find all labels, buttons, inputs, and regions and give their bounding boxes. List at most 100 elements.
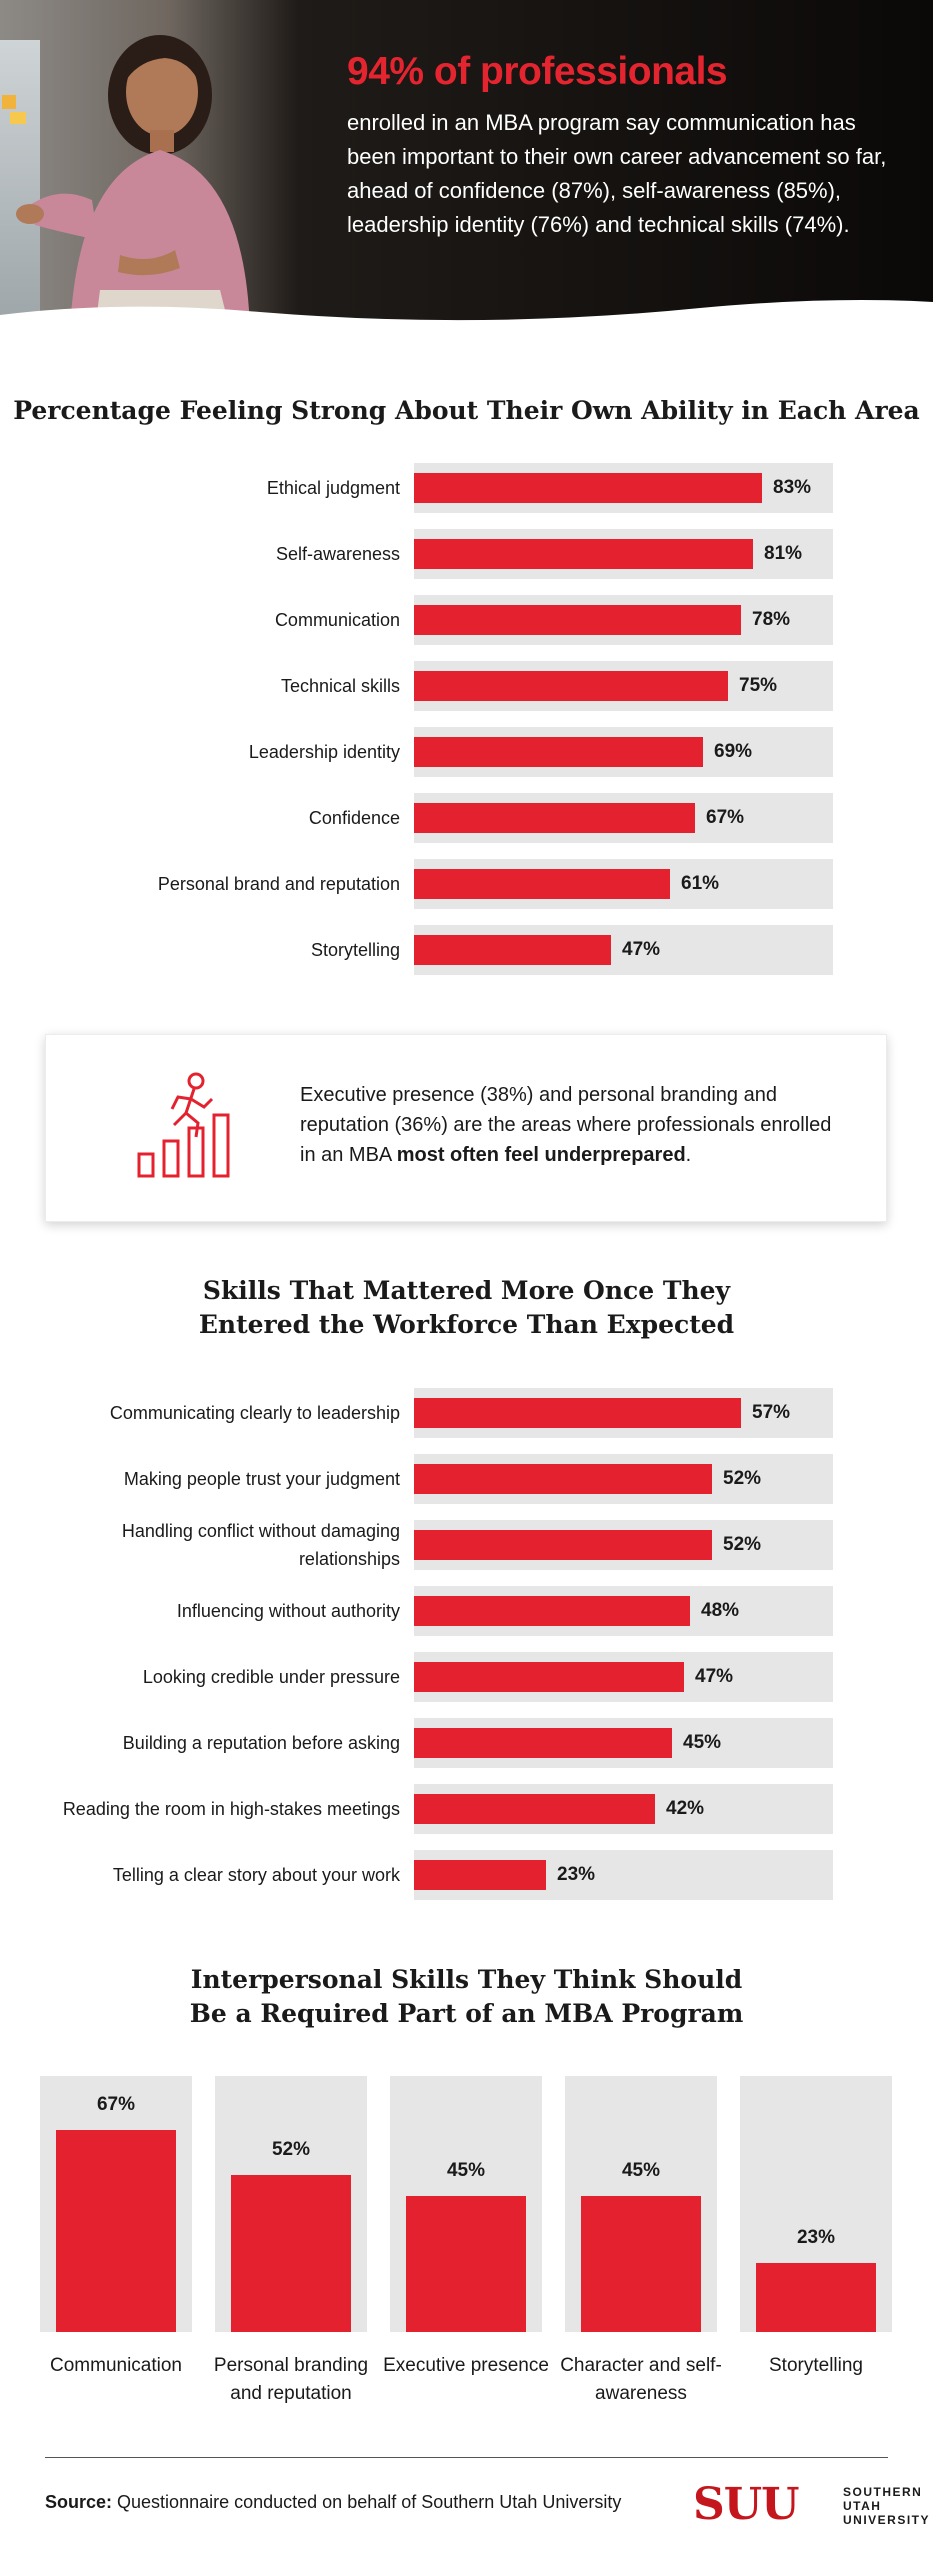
bar-row: Telling a clear story about your work 23% xyxy=(0,1850,933,1900)
bar xyxy=(414,671,728,701)
bar xyxy=(414,1530,712,1560)
hero-headline: 94% of professionals xyxy=(347,50,728,93)
bar xyxy=(414,869,670,899)
bar-value-label: 23% xyxy=(796,2227,836,2248)
bar-row: Communicating clearly to leadership 57% xyxy=(0,1388,933,1438)
bar-row: Storytelling 47% xyxy=(0,925,933,975)
bar-label: Handling conflict without damaging relat… xyxy=(121,1521,400,1569)
bar-value-label: 75% xyxy=(739,675,778,696)
bar-track: 23% xyxy=(414,1850,833,1900)
bar-row: Influencing without authority 48% xyxy=(0,1586,933,1636)
bar-track: 57% xyxy=(414,1388,833,1438)
source-text: Questionnaire conducted on behalf of Sou… xyxy=(112,2492,622,2512)
bar-label: Leadership identity xyxy=(248,742,400,762)
bar xyxy=(406,2196,526,2332)
bar-row: Building a reputation before asking 45% xyxy=(0,1718,933,1768)
bar-track: 67% xyxy=(414,793,833,843)
hero-description: enrolled in an MBA program say communica… xyxy=(347,110,887,237)
column-track: 52% xyxy=(215,2076,367,2332)
bar-label: Looking credible under pressure xyxy=(142,1667,400,1687)
bar-value-label: 45% xyxy=(683,1732,722,1753)
bar-track: 81% xyxy=(414,529,833,579)
bar-row: Self-awareness 81% xyxy=(0,529,933,579)
bar xyxy=(414,737,703,767)
bar-track: 83% xyxy=(414,463,833,513)
bar xyxy=(414,1662,684,1692)
bar xyxy=(414,1794,655,1824)
source-label: Source: xyxy=(45,2492,113,2512)
chart1-title: Percentage Feeling Strong About Their Ow… xyxy=(13,396,920,425)
chart3-title-text: Interpersonal Skills They Think Should B… xyxy=(189,1965,744,2028)
bar-label: Reading the room in high-stakes meetings xyxy=(62,1799,400,1819)
bar-value-label: 81% xyxy=(764,543,803,564)
bar xyxy=(414,473,762,503)
bar xyxy=(414,803,695,833)
bar xyxy=(414,605,741,635)
chart2-title-text: Skills That Mattered More Once They Ente… xyxy=(198,1276,735,1339)
bar-value-label: 47% xyxy=(695,1666,734,1687)
underprepared-callout: Executive presence (38%) and personal br… xyxy=(45,1034,887,1222)
bar-row: Confidence 67% xyxy=(0,793,933,843)
bar xyxy=(231,2175,351,2332)
bar-label: Influencing without authority xyxy=(176,1601,400,1621)
bar xyxy=(414,1728,672,1758)
bar-row: Ethical judgment 83% xyxy=(0,463,933,513)
bar-row: Communication 78% xyxy=(0,595,933,645)
bar xyxy=(414,935,611,965)
column-label: Storytelling xyxy=(769,2355,863,2376)
logo-word-3: UNIVERSITY xyxy=(843,2513,931,2527)
bar xyxy=(414,1398,741,1428)
bar-track: 69% xyxy=(414,727,833,777)
bar-track: 75% xyxy=(414,661,833,711)
column-track: 45% xyxy=(390,2076,542,2332)
column-label: Personal branding and reputation xyxy=(213,2355,369,2404)
bar-label: Telling a clear story about your work xyxy=(112,1865,400,1885)
bar-track: 78% xyxy=(414,595,833,645)
bar-label: Communication xyxy=(274,610,400,630)
bar-value-label: 52% xyxy=(723,1468,762,1489)
bar-label: Communicating clearly to leadership xyxy=(109,1403,400,1423)
hero-banner: 94% of professionals enrolled in an MBA … xyxy=(0,0,933,345)
bar-value-label: 67% xyxy=(96,2094,136,2115)
column-track: 67% xyxy=(40,2076,192,2332)
bar xyxy=(414,539,753,569)
bar-track: 47% xyxy=(414,1652,833,1702)
bar-track: 48% xyxy=(414,1586,833,1636)
bar-value-label: 69% xyxy=(714,741,753,762)
bar-label: Ethical judgment xyxy=(266,478,400,498)
bar-track: 52% xyxy=(414,1520,833,1570)
bar xyxy=(581,2196,701,2332)
bar-label: Personal brand and reputation xyxy=(157,874,400,894)
bar-track: 47% xyxy=(414,925,833,975)
climbing-stairs-icon xyxy=(137,1072,230,1178)
column-label: Executive presence xyxy=(383,2355,549,2376)
bar-value-label: 45% xyxy=(446,2160,486,2181)
bar-value-label: 23% xyxy=(557,1864,596,1885)
footer-divider xyxy=(45,2457,888,2458)
column-label: Character and self-awareness xyxy=(560,2355,722,2404)
bar-label: Confidence xyxy=(308,808,400,828)
logo-word-2: UTAH xyxy=(843,2499,882,2513)
bar-track: 52% xyxy=(414,1454,833,1504)
column-label: Communication xyxy=(50,2355,182,2376)
bar xyxy=(414,1596,690,1626)
logo-word-1: SOUTHERN xyxy=(843,2485,923,2499)
callout-text-end: . xyxy=(685,1144,692,1166)
callout-text-part: Executive presence (38%) and personal br… xyxy=(300,1084,832,1166)
column-track: 23% xyxy=(740,2076,892,2332)
column-track: 45% xyxy=(565,2076,717,2332)
bar-value-label: 61% xyxy=(681,873,720,894)
bar-row: Technical skills 75% xyxy=(0,661,933,711)
logo-wordmark: SOUTHERN UTAH UNIVERSITY xyxy=(843,2485,930,2527)
bar-value-label: 67% xyxy=(706,807,745,828)
bar-label: Building a reputation before asking xyxy=(122,1733,400,1753)
bar xyxy=(756,2263,876,2332)
bar-row: Making people trust your judgment 52% xyxy=(0,1454,933,1504)
chart3-title: Interpersonal Skills They Think Should B… xyxy=(0,1963,933,2031)
bar-row: Handling conflict without damaging relat… xyxy=(0,1520,933,1570)
bar-value-label: 78% xyxy=(752,609,791,630)
bar-value-label: 42% xyxy=(666,1798,705,1819)
bar-label: Making people trust your judgment xyxy=(123,1469,400,1489)
bar-row: Personal brand and reputation 61% xyxy=(0,859,933,909)
